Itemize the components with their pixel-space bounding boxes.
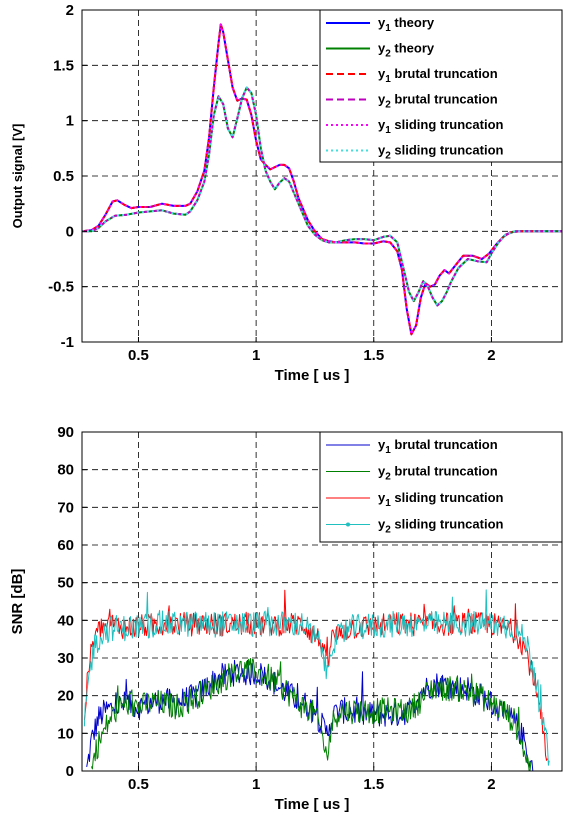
- x-tick-label: 1: [252, 347, 260, 364]
- series-line-3: [82, 23, 562, 336]
- y-tick-label: 80: [57, 462, 74, 479]
- y-tick-label: -0.5: [48, 279, 74, 296]
- y-axis-label: SNR [dB]: [9, 569, 26, 635]
- plot-area: [82, 23, 562, 336]
- y-tick-label: 60: [57, 537, 74, 554]
- legend: y1 theory y2 theory y1 brutal truncation y2…: [319, 9, 563, 163]
- series-line-3: [83, 589, 548, 761]
- x-axis-label: Time [ us ]: [275, 367, 350, 384]
- legend-label: y2 sliding truncation: [378, 517, 504, 536]
- series-line-5: [82, 23, 562, 336]
- legend-box: [319, 431, 563, 543]
- legend-box: [319, 9, 563, 163]
- x-tick-label: 1.5: [363, 776, 384, 793]
- legend-label: y2 theory: [378, 41, 435, 60]
- y-tick-label: 10: [57, 725, 74, 742]
- x-tick-label: 2: [487, 347, 495, 364]
- legend-label: y2 sliding truncation: [378, 143, 504, 162]
- legend-label: y1 brutal truncation: [378, 66, 498, 85]
- legend-label: y1 brutal truncation: [378, 437, 498, 456]
- y-tick-label: 20: [57, 688, 74, 705]
- output-signal-chart: 0.5 1 1.5 2 -1 -0.5 0 0.5 1 1.5 2 Time [ us ] Output…: [10, 2, 563, 384]
- x-tick-label: 0.5: [128, 347, 149, 364]
- x-tick-label: 0.5: [128, 776, 149, 793]
- x-tick-label: 1.5: [363, 347, 384, 364]
- y-tick-label: 0.5: [53, 168, 74, 185]
- legend-label: y1 theory: [378, 15, 435, 34]
- y-tick-label: 1: [66, 113, 74, 130]
- x-axis-label: Time [ us ]: [275, 796, 350, 813]
- y-tick-label: 90: [57, 424, 74, 441]
- y-tick-label: 2: [66, 2, 74, 19]
- legend: y1 brutal truncation y2 brutal truncation…: [319, 431, 563, 543]
- series-line-2: [90, 658, 532, 771]
- y-tick-label: 30: [57, 650, 74, 667]
- y-tick-label: 0: [66, 223, 74, 240]
- y-tick-label: 0: [66, 763, 74, 780]
- y-tick-label: 70: [57, 499, 74, 516]
- x-tick-label: 1: [252, 776, 260, 793]
- legend-label: y1 sliding truncation: [378, 490, 504, 509]
- series-line-6: [82, 86, 562, 307]
- y-axis-label: Output signal [V]: [10, 124, 25, 229]
- y-tick-label: 1.5: [53, 57, 74, 74]
- legend-marker: [346, 522, 350, 527]
- y-tick-label: 40: [57, 612, 74, 629]
- x-tick-label: 2: [487, 776, 495, 793]
- legend-label: y1 sliding truncation: [378, 117, 504, 136]
- y-tick-label: 50: [57, 575, 74, 592]
- legend-label: y2 brutal truncation: [378, 92, 498, 111]
- plot-area: [83, 589, 550, 771]
- series-line-1: [86, 659, 534, 771]
- legend-label: y2 brutal truncation: [378, 464, 498, 483]
- y-tick-label: -1: [61, 334, 74, 351]
- series-line-4: [83, 589, 550, 766]
